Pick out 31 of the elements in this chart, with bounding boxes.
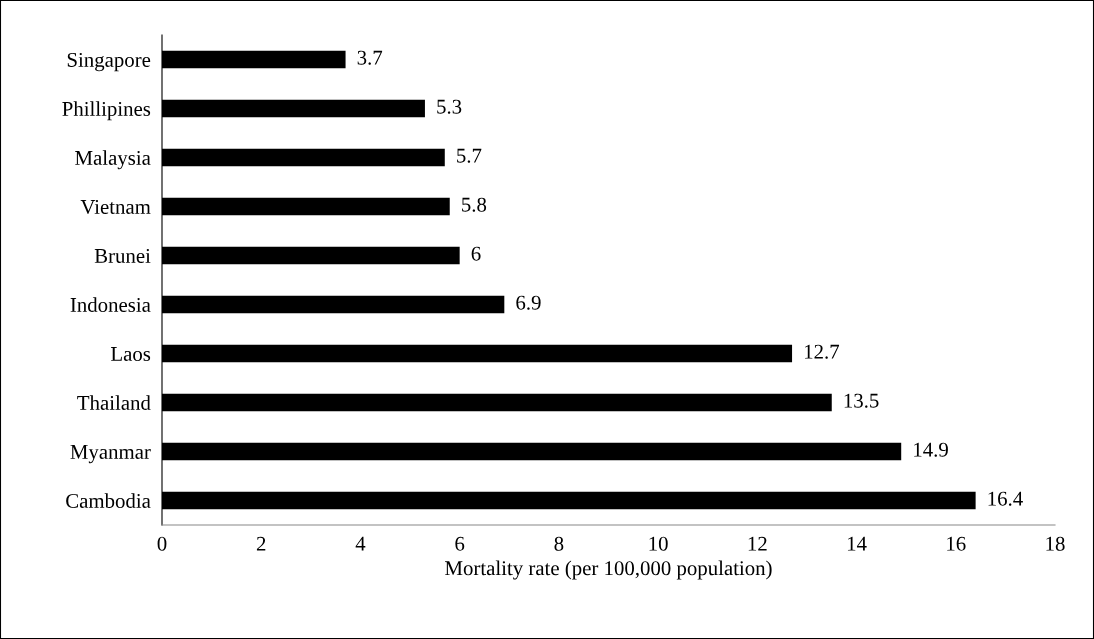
y-tick-label: Laos	[110, 347, 151, 361]
data-label: 5.7	[457, 148, 482, 163]
x-tick-label: 0	[157, 536, 167, 551]
x-tick-label: 12	[748, 536, 767, 551]
data-label: 5.8	[462, 197, 487, 212]
x-tick-label: 14	[847, 536, 867, 551]
y-tick-label: Vietnam	[80, 199, 151, 215]
y-tick-label: Phillipines	[62, 101, 151, 121]
x-tick-label: 4	[355, 536, 366, 551]
data-label: 5.3	[437, 99, 462, 114]
x-tick-label: 2	[256, 536, 266, 551]
data-label: 6	[471, 246, 481, 261]
y-tick-label: Indonesia	[70, 297, 151, 312]
data-label: 16.4	[988, 491, 1023, 506]
y-tick-label: Myanmar	[70, 445, 151, 464]
x-tick-label: 6	[455, 536, 465, 551]
x-tick-label: 8	[554, 536, 564, 551]
x-axis-title: Mortality rate (per 100,000 population)	[445, 560, 772, 580]
x-tick-label: 18	[1046, 536, 1065, 551]
data-label: 13.5	[844, 393, 879, 408]
x-tick-label: 10	[649, 536, 668, 551]
y-tick-label: Cambodia	[66, 493, 151, 508]
y-tick-label: Brunei	[94, 248, 151, 263]
x-tick-label: 16	[947, 536, 966, 551]
data-label: 14.9	[914, 442, 948, 457]
y-tick-label: Malaysia	[75, 150, 151, 170]
data-label: 12.7	[805, 344, 840, 359]
y-tick-label: Singapore	[67, 52, 151, 72]
data-label: 3.7	[357, 50, 383, 65]
y-tick-label: Thailand	[77, 395, 151, 410]
data-label: 6.9	[516, 295, 541, 310]
